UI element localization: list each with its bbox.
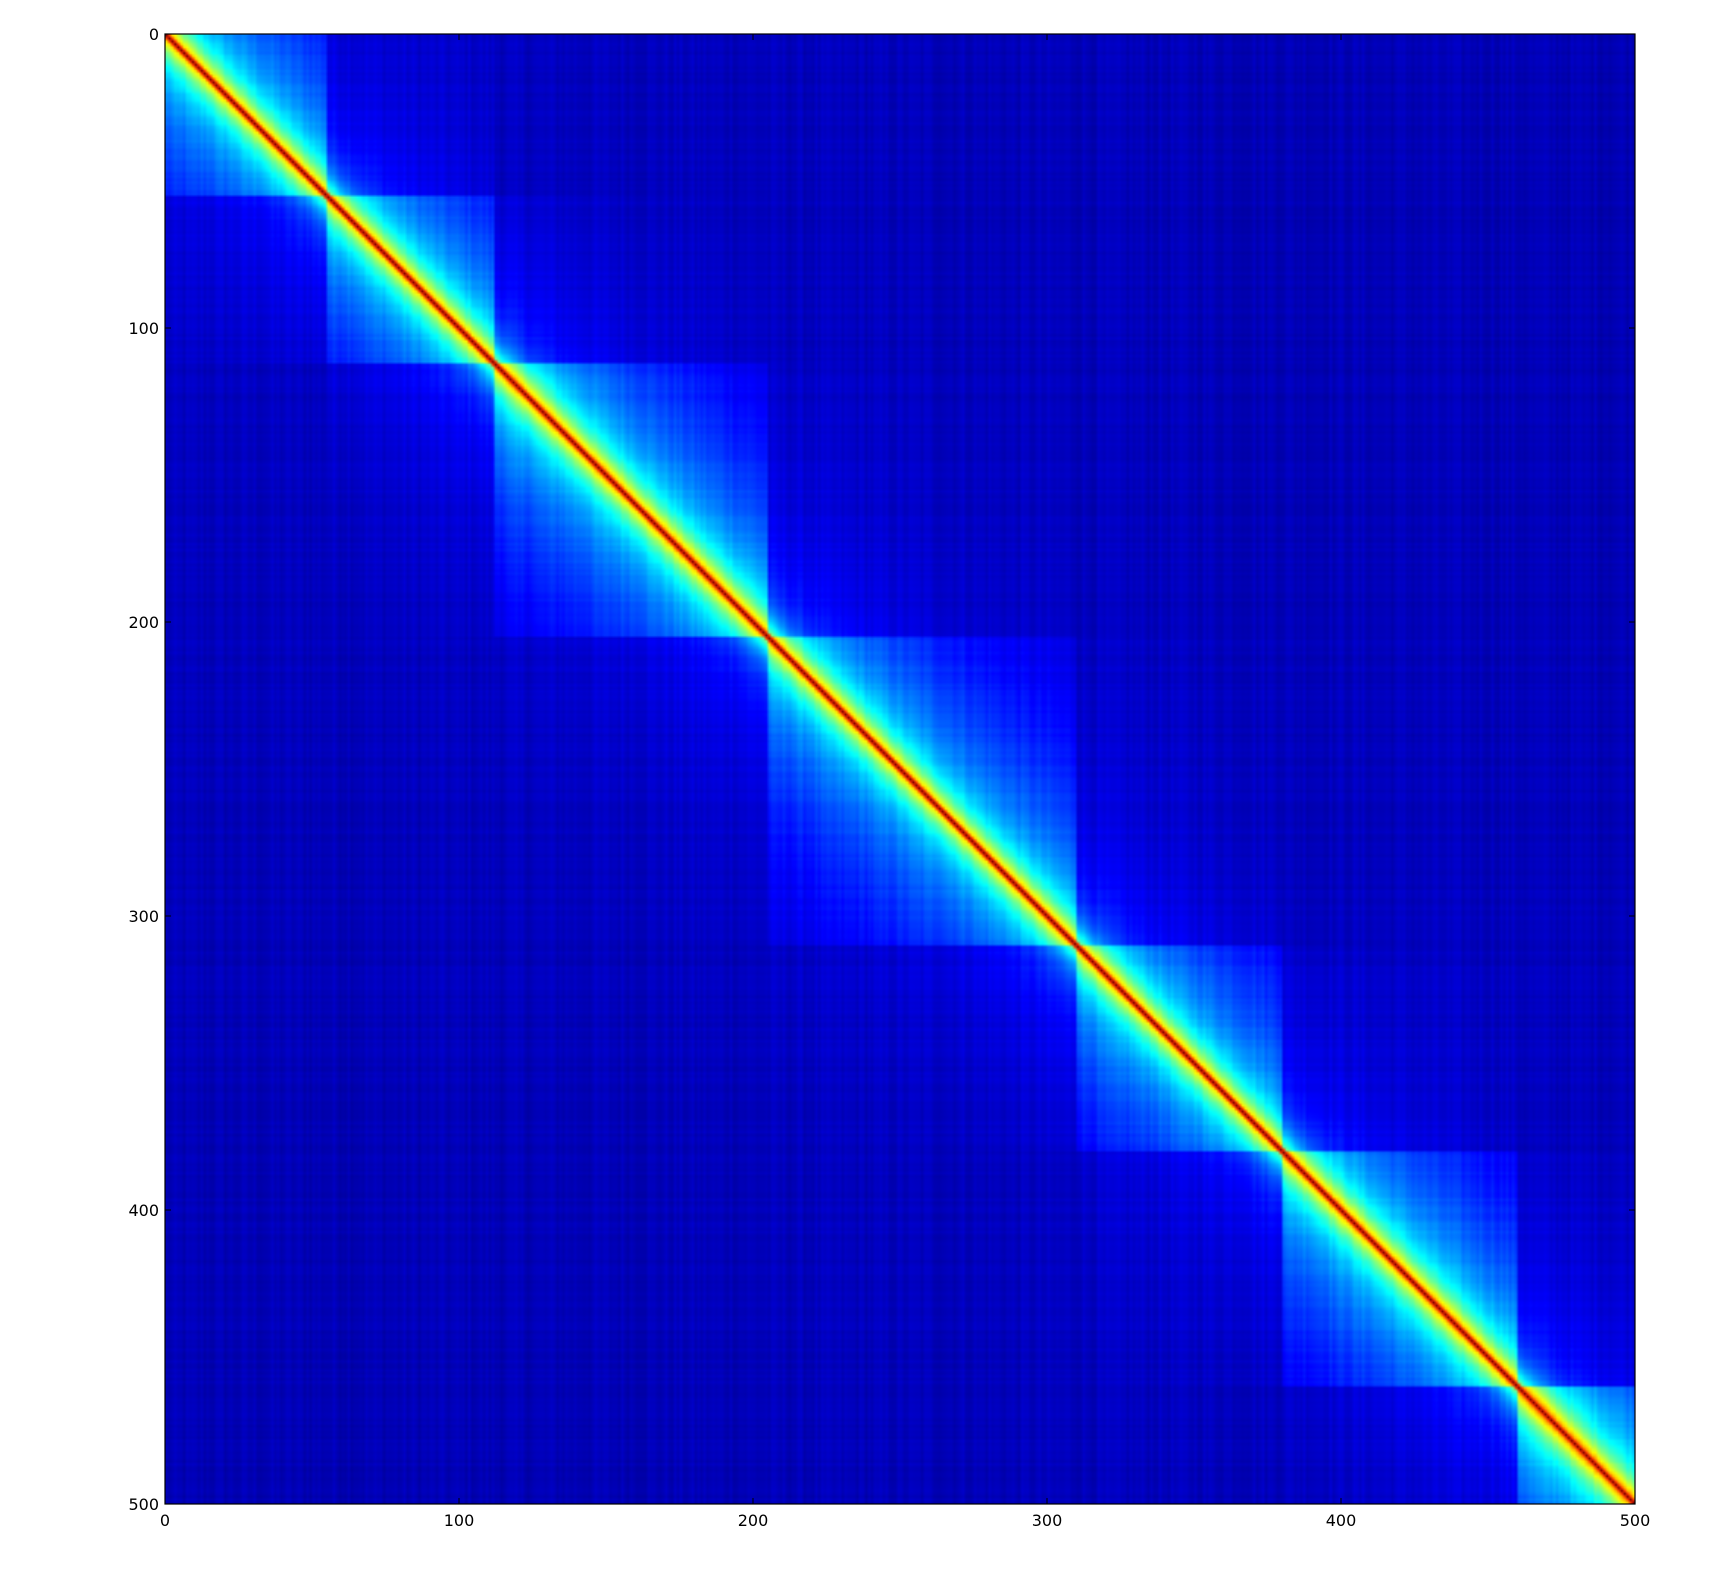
y-tick-label: 300: [128, 907, 159, 926]
y-tick-label: 100: [128, 319, 159, 338]
y-tick-label: 500: [128, 1495, 159, 1514]
heatmap-image: [165, 34, 1635, 1504]
x-axis-tick-labels: 0 100 200 300 400 500: [160, 1511, 1650, 1530]
plot-frame: [164, 33, 1636, 1505]
x-tick-label: 400: [1326, 1511, 1357, 1530]
x-tick-label: 0: [160, 1511, 170, 1530]
x-tick-label: 300: [1032, 1511, 1063, 1530]
heatmap-image-container: [165, 34, 1635, 1504]
y-tick-label: 0: [149, 25, 159, 44]
y-tick-label: 400: [128, 1201, 159, 1220]
x-tick-label: 200: [738, 1511, 769, 1530]
y-tick-label: 200: [128, 613, 159, 632]
x-tick-label: 500: [1620, 1511, 1651, 1530]
y-axis-tick-labels: 0 100 200 300 400 500: [128, 25, 159, 1514]
x-tick-label: 100: [444, 1511, 475, 1530]
